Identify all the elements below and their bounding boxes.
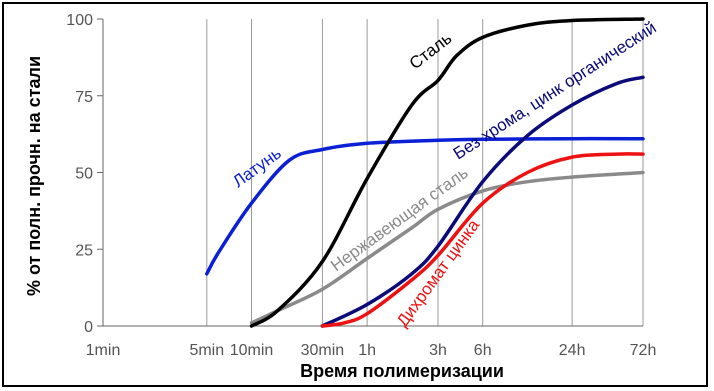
series-lines — [205, 17, 645, 328]
y-tick-label: 25 — [75, 242, 93, 259]
x-tick-label: 3h — [429, 342, 447, 359]
y-tick-label: 75 — [75, 89, 93, 106]
x-tick-label: 10min — [230, 342, 274, 359]
x-tick-label: 5min — [189, 342, 224, 359]
x-tick-label: 1h — [358, 342, 376, 359]
series-line-1 — [205, 136, 645, 276]
series-line-4 — [320, 152, 645, 328]
series-line-0 — [249, 17, 645, 328]
y-tick-label: 100 — [66, 12, 93, 29]
x-tick-label: 72h — [630, 342, 657, 359]
grid — [102, 19, 644, 326]
axes: 1min 5min 10min 30min 1h 3h 6h 24h 72h 0 25 50 75 100 — [66, 12, 656, 359]
x-tick-label: 24h — [559, 342, 586, 359]
y-tick-label: 0 — [84, 319, 93, 336]
y-axis-title: % от полн. прочн. на стали — [24, 56, 44, 296]
series-line-3 — [249, 170, 645, 325]
series-line-2 — [320, 75, 645, 328]
y-tick-label: 50 — [75, 166, 93, 183]
chart-frame — [2, 2, 708, 387]
x-tick-label: 30min — [301, 342, 345, 359]
x-tick-label: 1min — [86, 342, 121, 359]
series-label-brass: Латунь — [229, 143, 285, 191]
x-axis-title: Время полимеризации — [300, 361, 504, 381]
x-tick-label: 6h — [474, 342, 492, 359]
